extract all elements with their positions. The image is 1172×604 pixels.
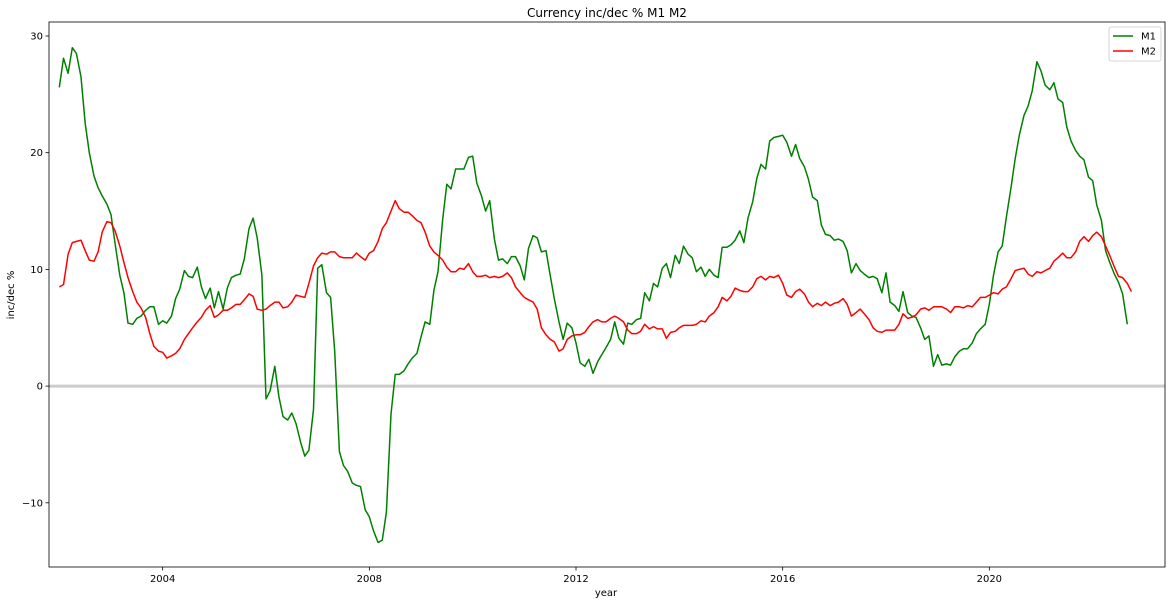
legend-label-m1: M1 [1141, 32, 1156, 43]
y-tick-label: 0 [37, 382, 43, 393]
y-tick-label: 30 [30, 32, 43, 43]
series-line-m1 [58, 46, 1129, 544]
y-axis-title: inc/dec % [6, 271, 17, 320]
x-tick-label: 2008 [357, 574, 382, 585]
x-tick-label: 2012 [563, 574, 588, 585]
plot-frame [48, 21, 1166, 568]
y-tick-label: −10 [22, 498, 43, 509]
x-axis-title: year [595, 588, 618, 599]
x-tick-label: 2020 [977, 574, 1002, 585]
legend-label-m2: M2 [1141, 47, 1156, 58]
chart-title: Currency inc/dec % M1 M2 [527, 6, 687, 20]
x-tick-label: 2016 [770, 574, 795, 585]
x-tick-label: 2004 [150, 574, 175, 585]
y-tick-label: 20 [30, 148, 43, 159]
y-tick-label: 10 [30, 265, 43, 276]
series-line-m2 [58, 199, 1133, 359]
